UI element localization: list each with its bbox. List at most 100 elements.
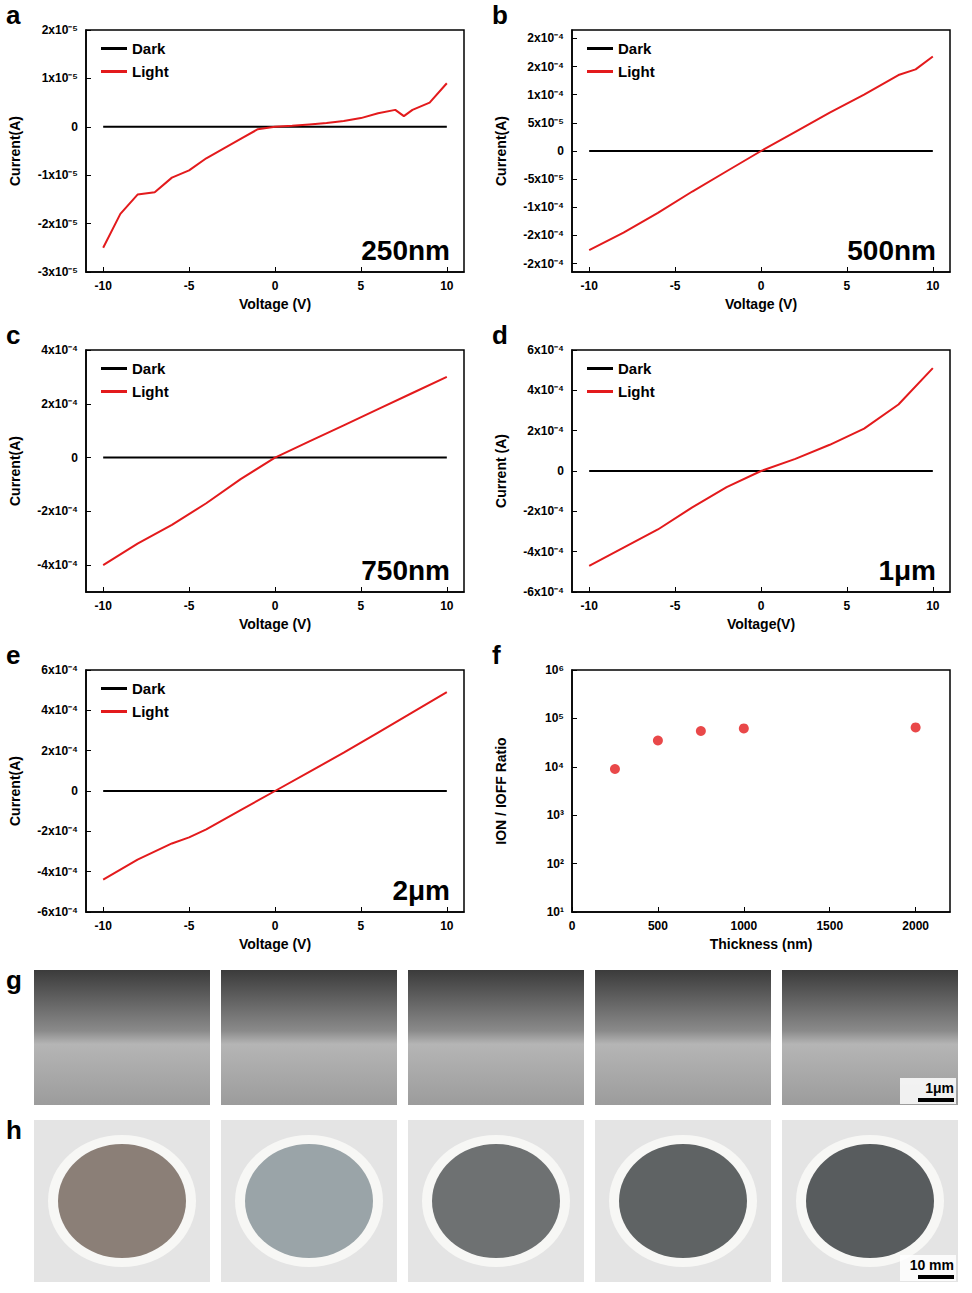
svg-text:0: 0 <box>272 599 279 613</box>
svg-text:-5: -5 <box>184 919 195 933</box>
svg-text:0: 0 <box>758 599 765 613</box>
svg-text:2000: 2000 <box>902 919 929 933</box>
svg-text:-6x10⁻⁴: -6x10⁻⁴ <box>523 585 564 599</box>
svg-text:4x10⁻⁴: 4x10⁻⁴ <box>41 343 78 357</box>
svg-text:c: c <box>6 320 20 350</box>
svg-text:1x10⁻⁴: 1x10⁻⁴ <box>527 88 564 102</box>
svg-text:-2x10⁻⁵: -2x10⁻⁵ <box>38 217 78 231</box>
svg-text:750nm: 750nm <box>361 555 450 586</box>
svg-text:0: 0 <box>272 919 279 933</box>
svg-text:Dark: Dark <box>132 360 166 377</box>
svg-text:Dark: Dark <box>132 680 166 697</box>
svg-text:4x10⁻⁴: 4x10⁻⁴ <box>527 383 564 397</box>
svg-text:500: 500 <box>648 919 668 933</box>
svg-text:0: 0 <box>71 120 78 134</box>
svg-text:10: 10 <box>440 919 454 933</box>
svg-text:Current(A): Current(A) <box>7 116 23 186</box>
svg-text:-2x10⁻⁴: -2x10⁻⁴ <box>523 228 564 242</box>
svg-text:5: 5 <box>358 599 365 613</box>
svg-text:0: 0 <box>71 784 78 798</box>
svg-text:2x10⁻⁴: 2x10⁻⁴ <box>41 744 78 758</box>
svg-text:Voltage(V): Voltage(V) <box>727 616 795 632</box>
svg-text:250nm: 250nm <box>361 235 450 266</box>
svg-text:Light: Light <box>132 383 169 400</box>
svg-text:-2x10⁻⁴: -2x10⁻⁴ <box>523 257 564 271</box>
svg-text:0: 0 <box>569 919 576 933</box>
svg-text:5: 5 <box>844 599 851 613</box>
svg-text:6x10⁻⁴: 6x10⁻⁴ <box>41 663 78 677</box>
svg-text:e: e <box>6 640 20 670</box>
svg-text:6x10⁻⁴: 6x10⁻⁴ <box>527 343 564 357</box>
svg-text:ION / IOFF Ratio: ION / IOFF Ratio <box>493 737 509 844</box>
svg-text:10: 10 <box>440 279 454 293</box>
svg-text:10 mm: 10 mm <box>910 1257 954 1273</box>
svg-text:10¹: 10¹ <box>547 905 564 919</box>
svg-text:1x10⁻⁵: 1x10⁻⁵ <box>42 71 78 85</box>
svg-text:Current(A): Current(A) <box>7 436 23 506</box>
svg-text:10³: 10³ <box>547 808 564 822</box>
svg-text:a: a <box>6 0 21 30</box>
svg-text:Voltage (V): Voltage (V) <box>725 296 797 312</box>
svg-text:-3x10⁻⁵: -3x10⁻⁵ <box>38 265 78 279</box>
svg-text:-6x10⁻⁴: -6x10⁻⁴ <box>37 905 78 919</box>
svg-text:1000: 1000 <box>730 919 757 933</box>
svg-text:Voltage (V): Voltage (V) <box>239 936 311 952</box>
svg-text:Voltage (V): Voltage (V) <box>239 296 311 312</box>
svg-text:-5: -5 <box>184 599 195 613</box>
svg-text:Dark: Dark <box>618 360 652 377</box>
svg-text:-4x10⁻⁴: -4x10⁻⁴ <box>37 558 78 572</box>
svg-text:b: b <box>492 0 508 30</box>
svg-text:0: 0 <box>557 144 564 158</box>
svg-text:1μm: 1μm <box>878 555 936 586</box>
svg-text:Thickness (nm): Thickness (nm) <box>710 936 813 952</box>
svg-text:Dark: Dark <box>132 40 166 57</box>
svg-text:2x10⁻⁴: 2x10⁻⁴ <box>527 60 564 74</box>
svg-text:-5x10⁻⁵: -5x10⁻⁵ <box>524 172 564 186</box>
svg-text:f: f <box>492 640 501 670</box>
svg-text:2x10⁻⁴: 2x10⁻⁴ <box>527 424 564 438</box>
svg-text:Voltage (V): Voltage (V) <box>239 616 311 632</box>
svg-text:1500: 1500 <box>816 919 843 933</box>
svg-text:Dark: Dark <box>618 40 652 57</box>
svg-text:Current(A): Current(A) <box>493 116 509 186</box>
svg-text:-10: -10 <box>95 279 113 293</box>
svg-text:-2x10⁻⁴: -2x10⁻⁴ <box>37 824 78 838</box>
svg-text:Light: Light <box>618 383 655 400</box>
svg-text:-10: -10 <box>581 279 599 293</box>
svg-text:0: 0 <box>272 279 279 293</box>
svg-text:10: 10 <box>926 599 940 613</box>
svg-text:10⁶: 10⁶ <box>545 663 564 677</box>
svg-text:10⁵: 10⁵ <box>545 711 564 725</box>
svg-text:-2x10⁻⁴: -2x10⁻⁴ <box>37 504 78 518</box>
svg-text:-5: -5 <box>184 279 195 293</box>
svg-text:10²: 10² <box>547 857 564 871</box>
svg-text:-5: -5 <box>670 279 681 293</box>
svg-text:-10: -10 <box>95 919 113 933</box>
svg-text:d: d <box>492 320 508 350</box>
svg-text:-10: -10 <box>95 599 113 613</box>
svg-text:5x10⁻⁵: 5x10⁻⁵ <box>528 116 564 130</box>
svg-text:-10: -10 <box>581 599 599 613</box>
svg-text:Current(A): Current(A) <box>7 756 23 826</box>
svg-text:-1x10⁻⁵: -1x10⁻⁵ <box>38 168 78 182</box>
svg-text:-4x10⁻⁴: -4x10⁻⁴ <box>523 545 564 559</box>
svg-text:-2x10⁻⁴: -2x10⁻⁴ <box>523 504 564 518</box>
svg-text:5: 5 <box>358 919 365 933</box>
svg-text:4x10⁻⁴: 4x10⁻⁴ <box>41 703 78 717</box>
svg-text:5: 5 <box>358 279 365 293</box>
svg-text:500nm: 500nm <box>847 235 936 266</box>
svg-text:5: 5 <box>844 279 851 293</box>
svg-text:0: 0 <box>71 451 78 465</box>
svg-text:10: 10 <box>926 279 940 293</box>
svg-text:-1x10⁻⁴: -1x10⁻⁴ <box>523 200 564 214</box>
svg-text:-4x10⁻⁴: -4x10⁻⁴ <box>37 865 78 879</box>
svg-text:10: 10 <box>440 599 454 613</box>
svg-text:Light: Light <box>618 63 655 80</box>
svg-text:Light: Light <box>132 703 169 720</box>
svg-text:2x10⁻⁵: 2x10⁻⁵ <box>42 23 78 37</box>
svg-text:10⁴: 10⁴ <box>545 760 564 774</box>
svg-text:0: 0 <box>758 279 765 293</box>
svg-text:-5: -5 <box>670 599 681 613</box>
svg-text:2x10⁻⁴: 2x10⁻⁴ <box>41 397 78 411</box>
svg-text:0: 0 <box>557 464 564 478</box>
